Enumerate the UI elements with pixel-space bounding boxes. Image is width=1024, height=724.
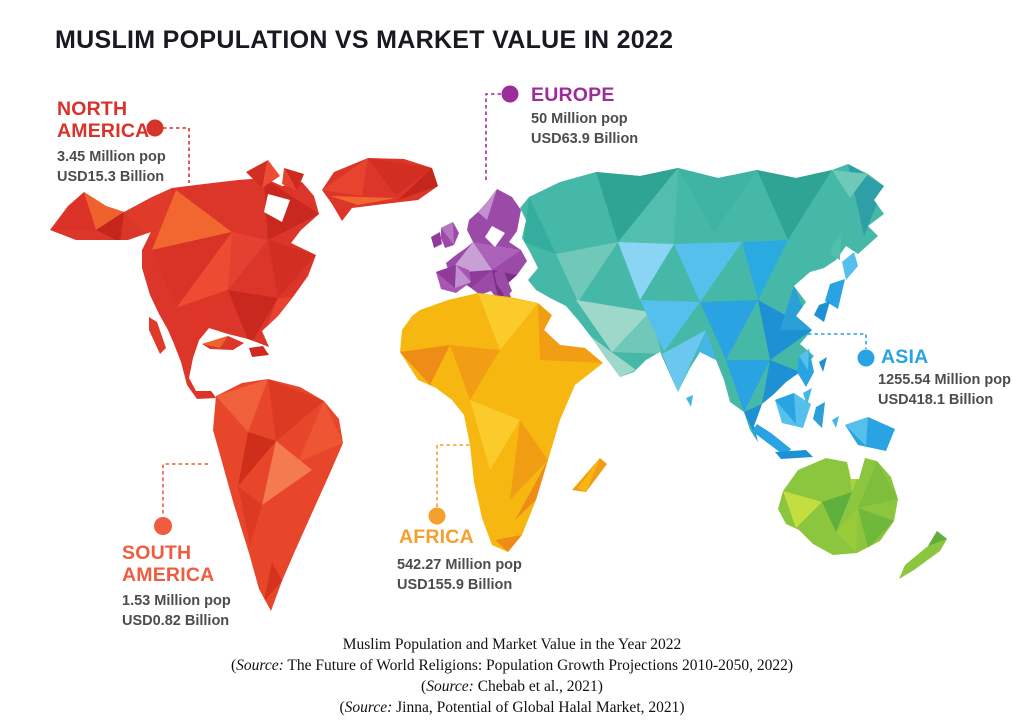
connector-africa [436,444,471,507]
europe-market-value: USD63.9 Billion [531,131,639,147]
japan [814,252,858,322]
connector-europe [485,93,501,181]
iberia [436,265,471,293]
label-europe: EUROPE [531,84,615,106]
north-america-market-value: USD15.3 Billion [57,169,165,185]
source-label: Source: [426,678,474,695]
caption-line1: Muslim Population and Market Value in th… [342,636,682,653]
dot-africa [428,507,446,525]
taiwan [819,357,827,372]
philippines [797,349,814,405]
asia-population: 1255.54 Million pop [878,372,1011,388]
label-south-america-line1: SOUTH [122,542,192,564]
caption-line3: (Source: Chebab et al., 2021) [421,678,603,695]
south-america-market-value: USD0.82 Billion [122,613,230,629]
new-guinea [845,417,895,451]
dot-south-america [154,517,172,535]
caption-line2: (Source: The Future of World Religions: … [230,657,794,674]
label-north-america-line1: NORTH [57,98,128,120]
africa-market-value: USD155.9 Billion [397,577,513,593]
greenland [322,158,438,221]
label-africa: AFRICA [399,526,474,548]
continent-north-america [50,158,438,399]
page-title: MUSLIM POPULATION VS MARKET VALUE IN 202… [55,26,674,54]
asia-market-value: USD418.1 Billion [878,392,994,408]
stats-africa: 542.27 Million pop USD155.9 Billion [397,555,522,595]
north-america-population: 3.45 Million pop [57,149,166,165]
new-zealand [899,531,947,579]
caption-line4: (Source: Jinna, Potential of Global Hala… [339,699,685,716]
label-north-america-line2: AMERICA [57,120,150,142]
italy [494,269,512,297]
connector-south-america [162,463,208,514]
continent-asia [520,164,895,459]
sakhalin [831,234,841,260]
dot-europe [501,85,519,103]
dot-north-america [146,119,164,137]
stats-south-america: 1.53 Million pop USD0.82 Billion [122,591,231,631]
source-caption: Muslim Population and Market Value in th… [0,634,1024,718]
europe-population: 50 Million pop [531,111,628,127]
indonesia [752,393,839,459]
continent-australia [778,458,947,579]
stats-asia: 1255.54 Million pop USD418.1 Billion [878,370,1011,410]
sri-lanka [686,395,693,407]
label-north-america: NORTH AMERICA [57,98,149,142]
source-label: Source: [344,699,393,716]
label-asia-text: ASIA [881,346,929,368]
source-label: Source: [236,657,284,674]
label-asia: ASIA [881,346,928,368]
continent-south-america [213,379,343,611]
continent-africa [400,293,607,552]
label-africa-text: AFRICA [399,526,474,548]
dot-asia [857,349,875,367]
africa-population: 542.27 Million pop [397,557,522,573]
label-south-america: SOUTH AMERICA [122,542,214,586]
continent-europe [431,189,527,302]
british-isles [431,222,459,248]
label-south-america-line2: AMERICA [122,564,215,586]
south-america-population: 1.53 Million pop [122,593,231,609]
connector-north-america [163,127,190,183]
madagascar [572,458,607,492]
connector-asia [808,333,867,349]
stats-north-america: 3.45 Million pop USD15.3 Billion [57,147,166,187]
caribbean-islands [149,317,269,357]
stats-europe: 50 Million pop USD63.9 Billion [531,109,638,149]
arctic-islands [246,160,304,191]
label-europe-text: EUROPE [531,84,615,106]
